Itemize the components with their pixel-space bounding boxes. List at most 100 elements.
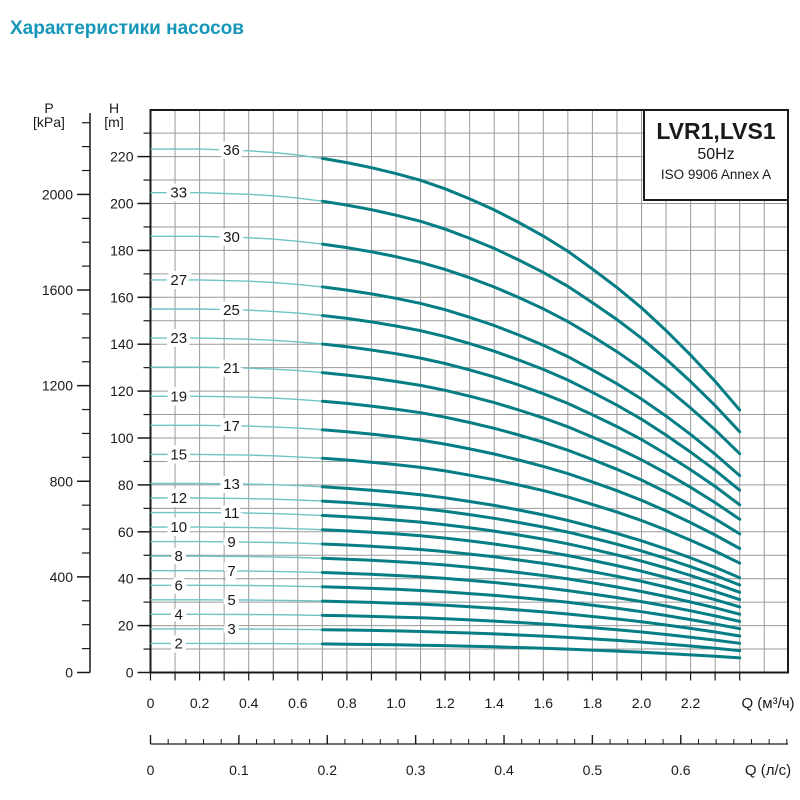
curve-label-23: 23: [170, 330, 187, 347]
svg-text:2000: 2000: [42, 186, 73, 202]
svg-text:1.6: 1.6: [534, 695, 554, 711]
curve-label-11: 11: [224, 505, 240, 522]
curve-label-25: 25: [223, 302, 240, 319]
svg-text:0.5: 0.5: [583, 762, 603, 778]
svg-text:1.4: 1.4: [484, 695, 504, 711]
pressure-axis-title: P [kPa]: [19, 101, 79, 129]
head-axis-unit: [m]: [104, 114, 124, 130]
curve-label-33: 33: [170, 185, 187, 202]
curve-33-stages-duty-range: [320, 199, 742, 434]
curve-17-stages-duty-range: [320, 428, 742, 550]
curve-25-stages-duty-range: [320, 314, 742, 492]
curve-label-2: 2: [175, 635, 183, 652]
svg-text:0: 0: [126, 665, 134, 681]
svg-text:160: 160: [110, 289, 134, 305]
legend-standard: ISO 9906 Annex A: [660, 167, 772, 182]
svg-text:1600: 1600: [42, 282, 73, 298]
curve-12-stages-duty-range: [320, 499, 742, 587]
curve-label-27: 27: [170, 272, 187, 289]
head-axis-ticks: 0 20 40 60 80 100 120 140 160 180 200 220: [110, 132, 151, 681]
legend-frequency: 50Hz: [697, 146, 735, 163]
curve-label-13: 13: [223, 476, 240, 493]
curve-11-stages-duty-range: [320, 513, 742, 594]
svg-text:1.2: 1.2: [435, 695, 455, 711]
curve-label-36: 36: [223, 142, 240, 159]
svg-text:140: 140: [110, 336, 134, 352]
pressure-axis-symbol: P: [44, 100, 54, 116]
svg-text:0.2: 0.2: [190, 695, 210, 711]
curve-19-stages-duty-range: [320, 399, 742, 536]
curve-label-9: 9: [227, 534, 235, 551]
curve-6-stages-duty-range: [320, 585, 742, 631]
curve-label-12: 12: [170, 490, 187, 507]
svg-text:80: 80: [118, 477, 134, 493]
curve-15-stages-duty-range: [320, 456, 742, 565]
pump-curves-thick: [320, 156, 742, 660]
flow-axis-ls: 0 0.1 0.2 0.3 0.4 0.5 0.6 Q (л/с): [147, 735, 791, 779]
curve-label-4: 4: [175, 606, 183, 623]
svg-text:100: 100: [110, 430, 134, 446]
curve-label-5: 5: [227, 592, 235, 609]
svg-text:200: 200: [110, 196, 134, 212]
curve-8-stages-duty-range: [320, 556, 742, 616]
svg-text:0.6: 0.6: [288, 695, 308, 711]
curve-3-stages-duty-range: [320, 628, 742, 653]
svg-text:0.8: 0.8: [337, 695, 357, 711]
curve-30-stages-duty-range: [320, 242, 742, 456]
page-title: Характеристики насосов: [10, 18, 244, 39]
curve-label-30: 30: [223, 229, 240, 246]
svg-text:1200: 1200: [42, 378, 73, 394]
curve-36-stages-duty-range: [320, 156, 742, 412]
curve-label-10: 10: [170, 519, 187, 536]
curve-4-stages-duty-range: [320, 613, 742, 645]
svg-text:1.0: 1.0: [386, 695, 406, 711]
curve-13-stages-duty-range: [320, 485, 742, 580]
svg-text:0: 0: [147, 762, 155, 778]
svg-text:220: 220: [110, 149, 134, 165]
curve-2-stages-duty-range: [320, 642, 742, 660]
svg-text:1.8: 1.8: [583, 695, 603, 711]
svg-text:0: 0: [147, 695, 155, 711]
flow-axis-m3h: 0 0.2 0.4 0.6 0.8 1.0 1.2 1.4 1.6 1.8 2.0 2.2 Q (м³/…: [147, 672, 795, 712]
curve-7-stages-duty-range: [320, 571, 742, 623]
curve-label-17: 17: [223, 418, 240, 435]
flow-axis-ls-unit: Q (л/с): [745, 762, 791, 779]
curve-label-6: 6: [175, 577, 183, 594]
curve-10-stages-duty-range: [320, 528, 742, 602]
svg-text:0.4: 0.4: [494, 762, 514, 778]
curve-5-stages-duty-range: [320, 599, 742, 638]
svg-text:0.4: 0.4: [239, 695, 259, 711]
legend-model: LVR1,LVS1: [656, 118, 776, 144]
curve-label-8: 8: [175, 548, 183, 565]
svg-text:800: 800: [50, 473, 74, 489]
svg-text:0: 0: [65, 665, 73, 681]
pressure-axis-ruler: 0 400 800 1200 1600 2000: [42, 113, 91, 681]
curve-9-stages-duty-range: [320, 542, 742, 609]
legend-box: LVR1,LVS1 50Hz ISO 9906 Annex A: [643, 109, 789, 201]
head-axis-title: H [m]: [84, 101, 144, 129]
pressure-axis-unit: [kPa]: [33, 114, 65, 130]
svg-text:0.1: 0.1: [229, 762, 249, 778]
curve-27-stages-duty-range: [320, 285, 742, 478]
flow-axis-m3h-unit: Q (м³/ч): [741, 695, 794, 712]
grid-lines: [150, 110, 788, 673]
curve-label-21: 21: [223, 360, 240, 377]
svg-text:60: 60: [118, 524, 134, 540]
svg-text:40: 40: [118, 571, 134, 587]
svg-text:2.0: 2.0: [632, 695, 652, 711]
curve-label-7: 7: [227, 563, 235, 580]
svg-text:180: 180: [110, 242, 134, 258]
svg-text:20: 20: [118, 618, 134, 634]
curve-label-15: 15: [170, 446, 187, 463]
curve-21-stages-duty-range: [320, 371, 742, 521]
svg-text:2.2: 2.2: [681, 695, 701, 711]
svg-text:120: 120: [110, 383, 134, 399]
head-axis-symbol: H: [108, 100, 120, 116]
curve-23-stages-duty-range: [320, 342, 742, 507]
svg-text:400: 400: [50, 569, 74, 585]
svg-text:0.6: 0.6: [671, 762, 691, 778]
svg-text:0.2: 0.2: [318, 762, 338, 778]
